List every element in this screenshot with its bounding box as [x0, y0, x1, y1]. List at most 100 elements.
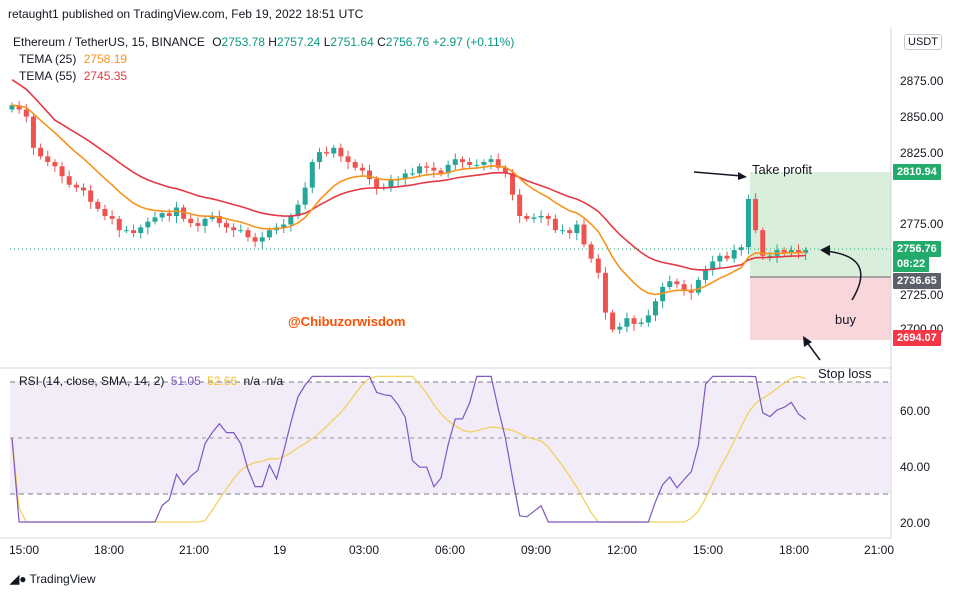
candle-body [552, 218, 558, 231]
stop-loss-arrowhead [803, 336, 812, 347]
candle-body [45, 156, 51, 163]
tema55-label: TEMA (55) [19, 69, 77, 83]
price-tick: 2850.00 [900, 110, 944, 124]
candle-body [510, 173, 515, 195]
candle-body [538, 215, 544, 218]
last-price-tag: 2756.76 [893, 241, 941, 257]
candle-body [324, 152, 330, 154]
candle-body [309, 162, 315, 188]
candle-body [567, 230, 573, 234]
rsi-tick: 20.00 [900, 516, 931, 530]
ohlc-c-label: C [377, 35, 386, 49]
candle-body [374, 179, 380, 188]
time-tick: 15:00 [693, 543, 724, 557]
tradingview-footer-label: TradingView [29, 572, 96, 586]
candle-body [445, 164, 451, 174]
candle-body [517, 194, 523, 216]
candle-body [338, 147, 344, 157]
candle-body [574, 224, 580, 234]
candle-body [545, 215, 551, 219]
tema55-legend[interactable]: TEMA (55) 2745.35 [19, 69, 127, 83]
time-tick: 03:00 [349, 543, 380, 557]
tradingview-footer[interactable]: ◢● TradingView [10, 572, 96, 586]
ohlc-high: 2757.24 [276, 35, 321, 49]
tema25-value: 2758.19 [83, 52, 128, 66]
candle-body [631, 318, 637, 324]
candle-body [753, 198, 759, 231]
candle-body [52, 162, 58, 167]
time-tick: 15:00 [9, 543, 40, 557]
candle-body [352, 162, 358, 168]
candle-body [645, 315, 651, 323]
take-profit-label: Take profit [752, 162, 812, 177]
candle-body [95, 201, 101, 209]
candle-body [131, 230, 137, 234]
rsi-legend-label: RSI (14, close, SMA, 14, 2) [19, 374, 165, 388]
candle-body [667, 281, 673, 287]
tema25-line [11, 104, 806, 296]
candle-body [581, 224, 587, 245]
candle-body [488, 159, 494, 163]
tema25-legend[interactable]: TEMA (25) 2758.19 [19, 52, 127, 66]
candle-body [73, 184, 79, 188]
symbol-legend[interactable]: Ethereum / TetherUS, 15, BINANCE O2753.7… [13, 35, 514, 49]
candle-body [81, 187, 86, 191]
candle-body [345, 156, 351, 163]
candle-body [524, 215, 530, 219]
candle-body [66, 176, 72, 185]
ohlc-low: 2751.64 [330, 35, 374, 49]
stop-loss-label: Stop loss [818, 366, 872, 381]
candle-body [588, 244, 594, 259]
candle-body [302, 187, 308, 205]
candle-body [610, 312, 616, 330]
buy-arrow [825, 250, 862, 301]
rsi-value: 51.05 [170, 374, 201, 388]
candle-body [259, 237, 265, 242]
time-tick: 19 [273, 543, 287, 557]
candle-body [474, 164, 480, 166]
candle-body [159, 213, 165, 218]
candle-body [238, 230, 244, 232]
candle-body [602, 272, 608, 313]
candle-body [731, 250, 737, 259]
time-tick: 09:00 [521, 543, 552, 557]
rsi-tick: 60.00 [900, 404, 931, 418]
candle-body [359, 167, 365, 171]
take-profit-arrowhead [738, 172, 747, 180]
candle-body [781, 250, 787, 253]
rsi-na-1: n/a [243, 374, 261, 388]
time-tick: 06:00 [435, 543, 466, 557]
rsi-line [11, 375, 807, 523]
candle-body [316, 152, 322, 163]
candle-body [367, 170, 372, 180]
candle-body [245, 230, 251, 238]
candle-body [281, 224, 287, 228]
candle-body [738, 247, 744, 251]
candle-body [116, 218, 122, 231]
candle-body [231, 227, 237, 231]
stop-loss-price-tag: 2694.07 [893, 330, 941, 346]
buy-arrowhead [820, 245, 830, 256]
candle-body [452, 159, 458, 165]
candle-body [388, 180, 394, 188]
candle-body [288, 215, 294, 225]
tradingview-logo-icon: ◢● [10, 572, 27, 586]
ohlc-o-label: O [212, 35, 222, 49]
rsi-legend[interactable]: RSI (14, close, SMA, 14, 2) 51.05 52.66 … [19, 374, 283, 388]
candle-body [331, 147, 337, 154]
candle-body [38, 147, 44, 157]
ohlc-open: 2753.78 [221, 35, 265, 49]
candle-body [703, 269, 709, 280]
candle-body [481, 162, 487, 165]
ohlc-close: 2756.76 [385, 35, 430, 49]
candle-body [431, 167, 437, 171]
take-profit-price-tag: 2810.94 [893, 164, 941, 180]
profit-zone [750, 172, 891, 277]
entry-price-tag: 2736.65 [893, 273, 941, 289]
candle-body [424, 166, 430, 168]
candle-body [495, 159, 501, 168]
rsi-pane [10, 375, 891, 523]
currency-selector[interactable]: USDT [904, 34, 942, 50]
candle-body [617, 326, 623, 330]
